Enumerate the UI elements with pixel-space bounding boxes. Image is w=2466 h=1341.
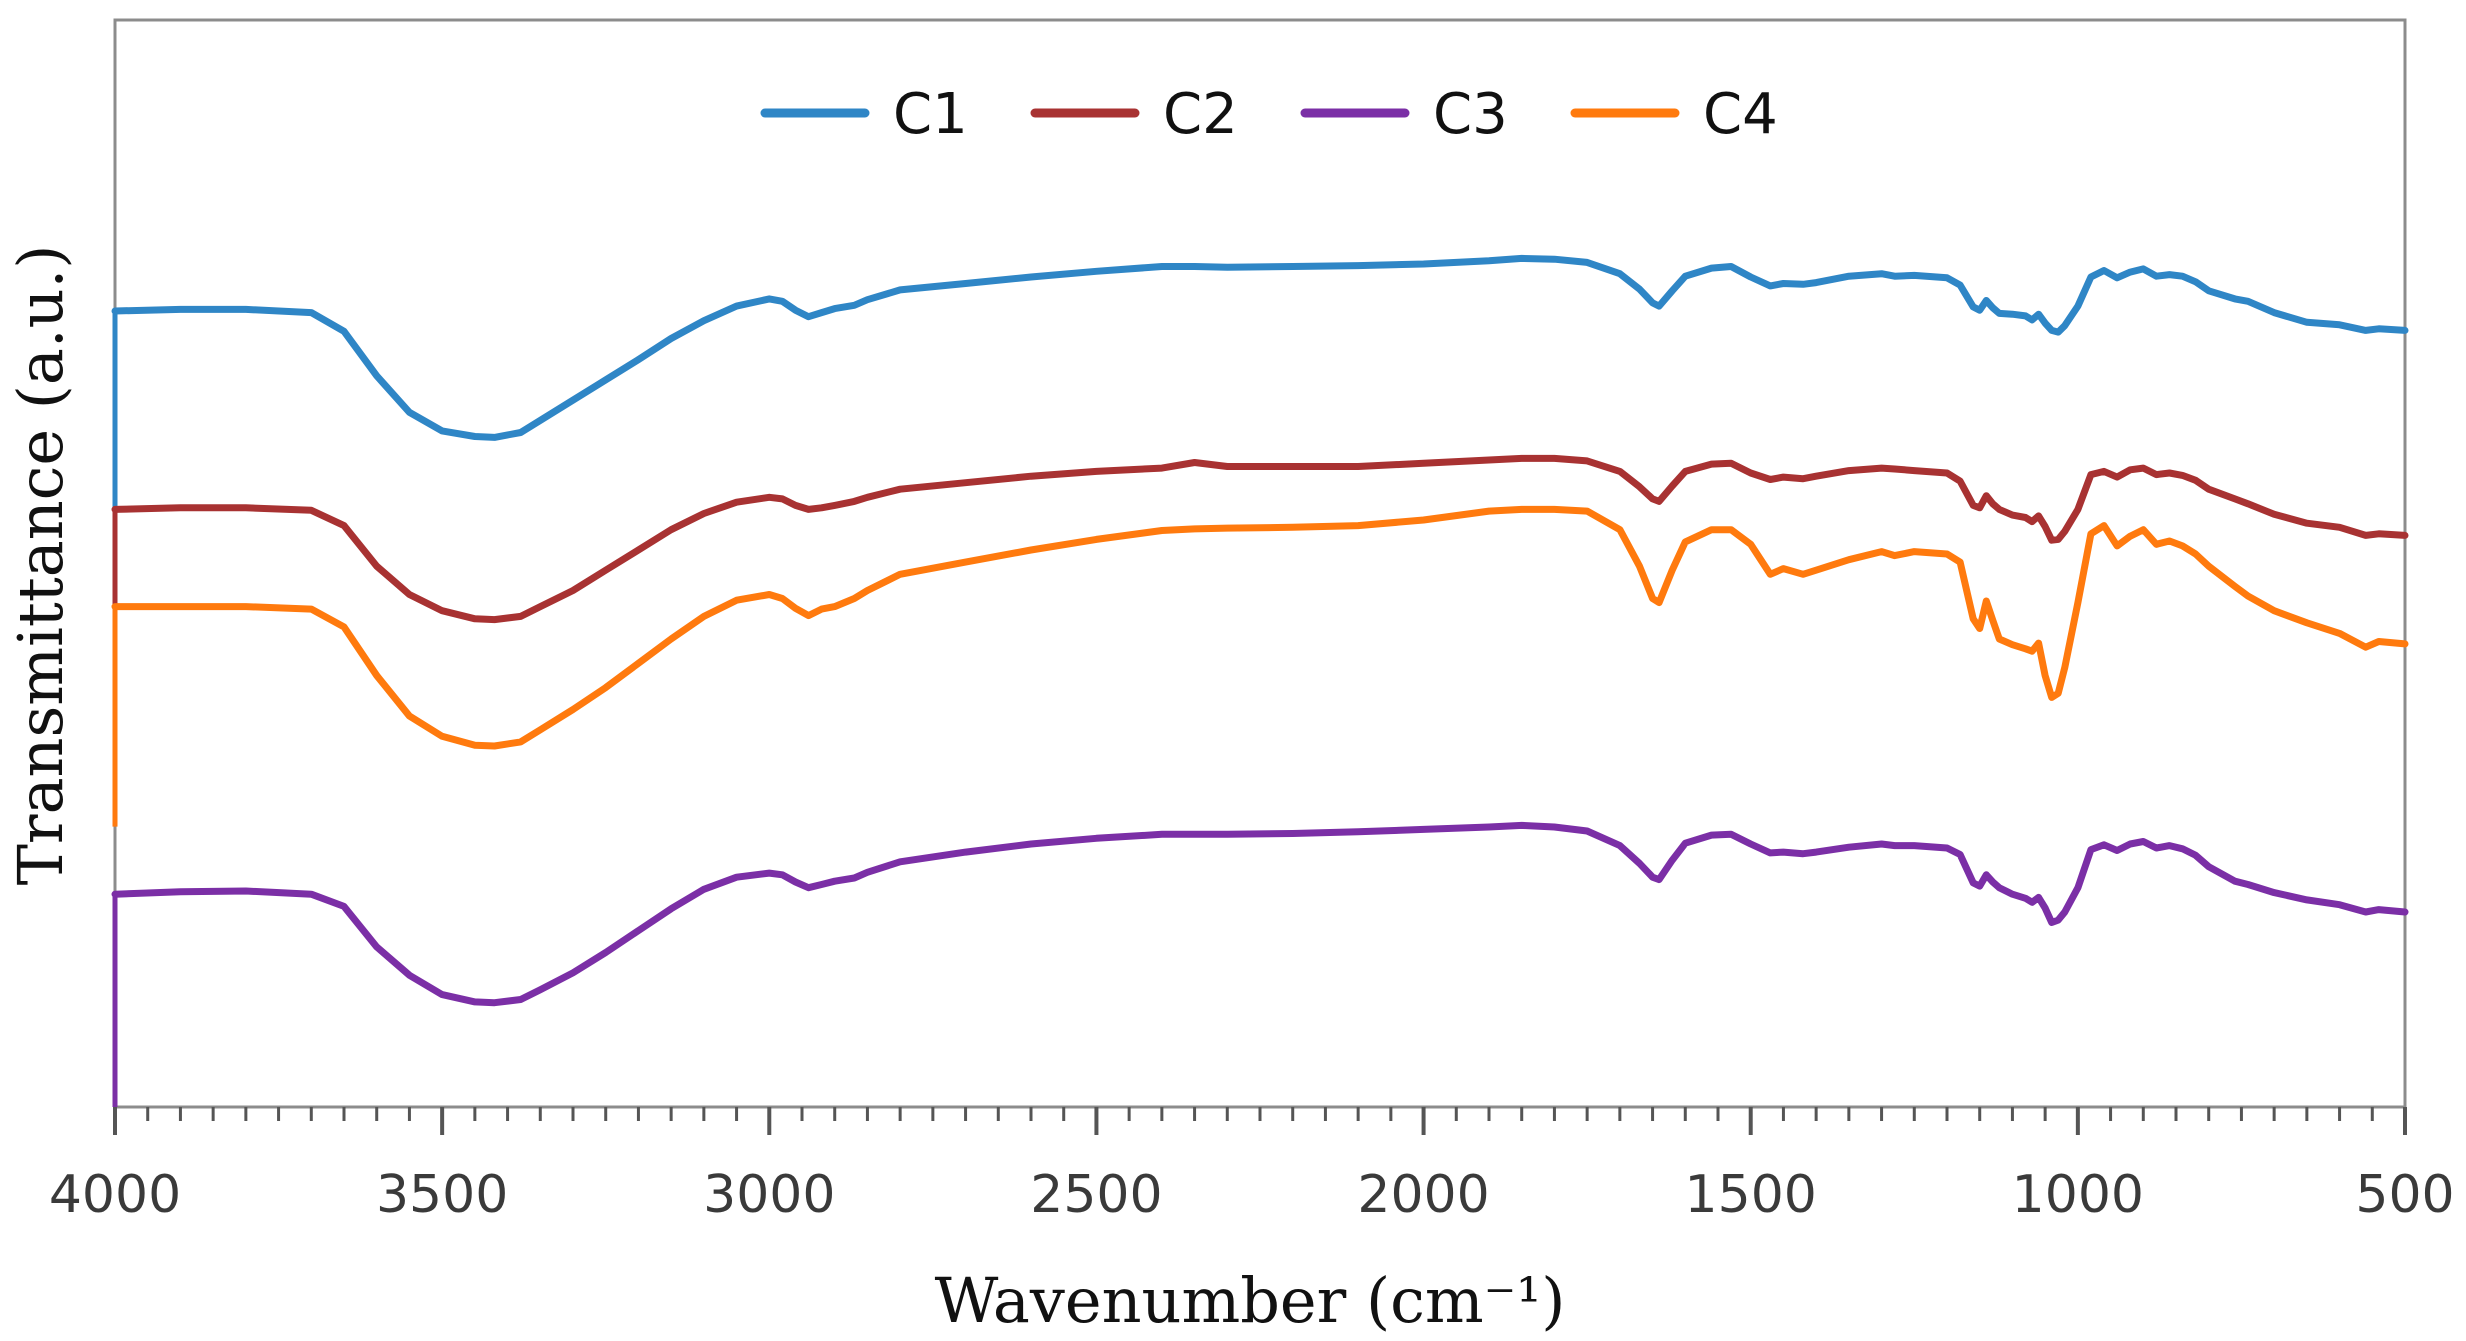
plot-frame bbox=[113, 18, 2407, 1109]
legend-label-c1: C1 bbox=[893, 82, 968, 147]
legend-label-c2: C2 bbox=[1163, 82, 1238, 147]
legend-label-c4: C4 bbox=[1703, 82, 1778, 147]
legend: C1 C2 C3 C4 bbox=[760, 82, 1778, 147]
x-tick-label: 500 bbox=[2355, 1165, 2454, 1225]
x-tick-label: 3000 bbox=[703, 1165, 835, 1225]
x-tick-label: 1500 bbox=[1685, 1165, 1817, 1225]
x-tick-label: 2000 bbox=[1357, 1165, 1489, 1225]
x-axis: 4000 3500 3000 2500 2000 1500 1000 500 bbox=[49, 1107, 2455, 1225]
x-tick-label: 3500 bbox=[376, 1165, 508, 1225]
x-tick-label: 2500 bbox=[1030, 1165, 1162, 1225]
x-axis-title: Wavenumber (cm⁻¹) bbox=[935, 1264, 1566, 1337]
legend-label-c3: C3 bbox=[1433, 82, 1508, 147]
series-c2-line bbox=[111, 454, 2409, 624]
x-tick-label: 4000 bbox=[49, 1165, 181, 1225]
y-axis-title: Transmittance (a.u.) bbox=[4, 245, 77, 886]
series-c3-line bbox=[111, 821, 2409, 1007]
series-layer bbox=[111, 254, 2409, 1107]
series-c4-line bbox=[111, 505, 2409, 750]
x-tick-label: 1000 bbox=[2012, 1165, 2144, 1225]
series-c1-line bbox=[111, 254, 2409, 441]
